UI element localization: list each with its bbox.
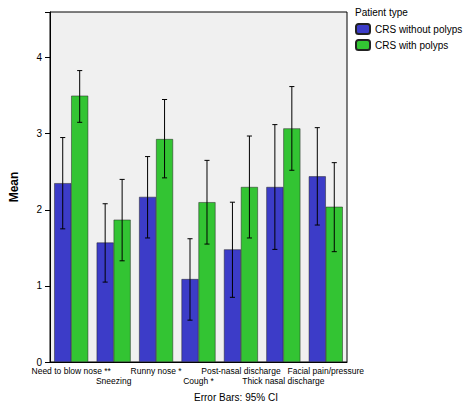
svg-text:Need to blow nose **: Need to blow nose **	[32, 366, 112, 376]
svg-text:1: 1	[36, 280, 42, 291]
svg-text:0: 0	[36, 356, 42, 368]
svg-text:Runny nose *: Runny nose *	[131, 366, 183, 376]
svg-text:CRS without polyps: CRS without polyps	[375, 24, 462, 35]
svg-text:Patient type: Patient type	[355, 7, 408, 18]
svg-text:Error Bars: 95% CI: Error Bars: 95% CI	[194, 392, 278, 403]
svg-text:4: 4	[36, 52, 42, 63]
svg-text:Post-nasal discharge: Post-nasal discharge	[201, 366, 281, 376]
svg-text:3: 3	[36, 128, 42, 139]
svg-text:Sneezing: Sneezing	[96, 376, 132, 386]
svg-text:Facial pain/pressure: Facial pain/pressure	[288, 366, 365, 376]
svg-text:Cough *: Cough *	[183, 376, 214, 386]
svg-text:CRS with polyps: CRS with polyps	[375, 40, 448, 51]
svg-text:Mean: Mean	[7, 172, 21, 203]
svg-text:Thick nasal discharge: Thick nasal discharge	[242, 376, 324, 386]
svg-text:2: 2	[36, 204, 42, 215]
